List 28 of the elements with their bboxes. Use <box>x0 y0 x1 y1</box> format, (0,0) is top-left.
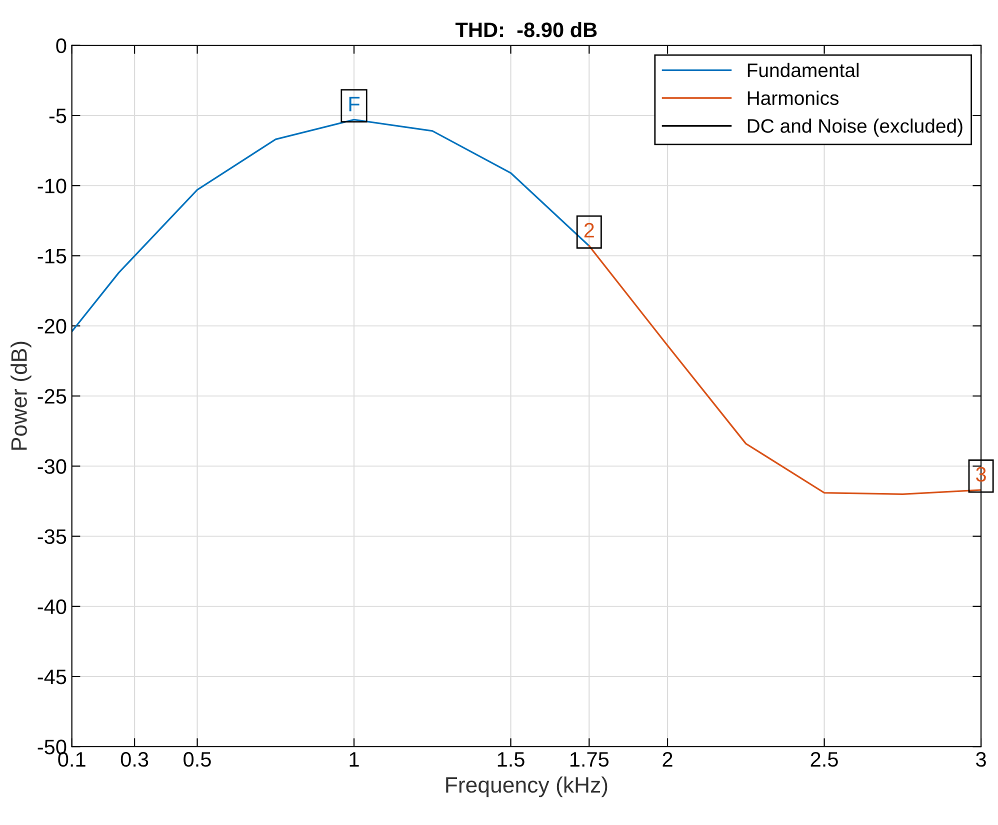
legend-label: DC and Noise (excluded) <box>748 118 962 137</box>
legend-label: Fundamental <box>748 62 859 78</box>
y-tick-label: -50 <box>38 740 66 754</box>
y-axis-title: Power (dB) <box>10 342 32 450</box>
y-tick-label: -30 <box>38 459 66 474</box>
y-tick-label: -35 <box>38 529 66 544</box>
x-tick-label: 1.75 <box>570 752 609 767</box>
y-tick-label: -40 <box>38 599 66 614</box>
y-tick-label: -25 <box>38 389 66 404</box>
y-tick-label: 0 <box>56 38 66 54</box>
y-tick-label: -45 <box>38 670 66 684</box>
y-tick-label: -20 <box>38 318 66 334</box>
y-tick-label: -5 <box>49 108 66 124</box>
x-tick-label: 0.3 <box>120 752 148 767</box>
x-tick-label: 0.5 <box>184 752 211 767</box>
chart-title: THD: -8.90 dB <box>455 22 597 38</box>
annotation: F <box>349 96 360 112</box>
x-axis-title: Frequency (kHz) <box>446 776 608 798</box>
x-tick-label: 1.5 <box>498 752 524 767</box>
x-tick-label: 2.5 <box>810 752 838 767</box>
legend-label: Harmonics <box>748 90 839 106</box>
y-tick-label: -15 <box>38 248 66 264</box>
annotation: 2 <box>584 222 594 238</box>
x-tick-label: 1 <box>350 752 359 767</box>
x-tick-label: 0.1 <box>58 752 86 767</box>
y-tick-label: -10 <box>38 178 66 194</box>
x-tick-label: 3 <box>976 752 986 767</box>
x-tick-label: 2 <box>662 752 672 767</box>
